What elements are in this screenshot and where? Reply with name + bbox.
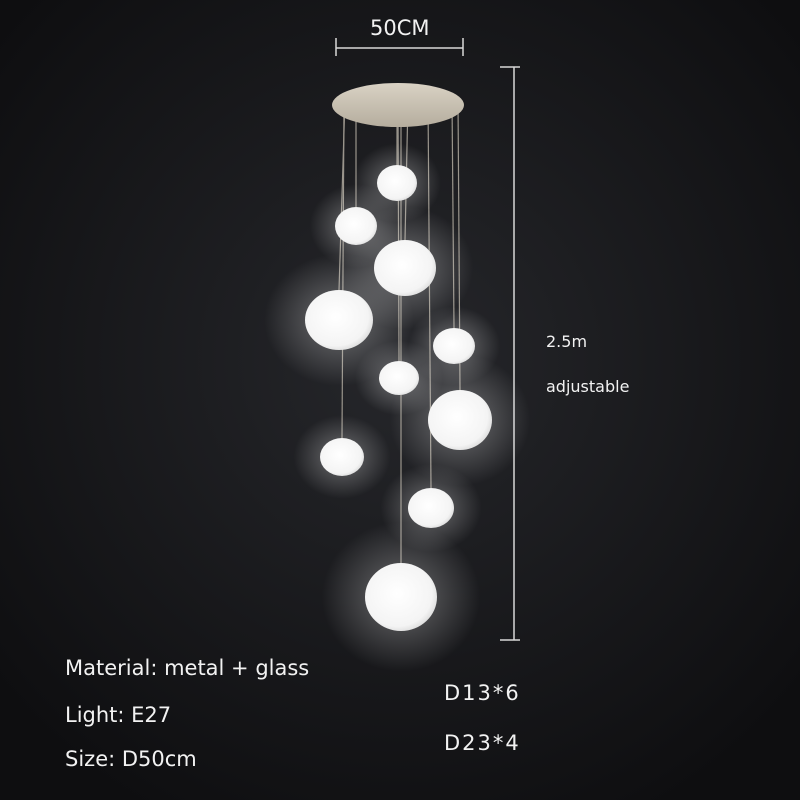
glass-globe xyxy=(305,290,373,350)
globe-size-large: D23*4 xyxy=(444,731,521,755)
glass-globe xyxy=(320,438,364,476)
glass-globe xyxy=(365,563,437,631)
glass-globe xyxy=(377,165,417,201)
height-label: 2.5m xyxy=(546,332,588,351)
spec-size: Size: D50cm xyxy=(65,747,197,771)
spec-material: Material: metal + glass xyxy=(65,656,310,680)
height-dimension-line xyxy=(500,66,520,641)
spec-light: Light: E27 xyxy=(65,703,172,727)
width-dimension-line xyxy=(335,38,464,56)
glass-globe xyxy=(428,390,492,450)
glass-globe xyxy=(408,488,454,528)
height-note: adjustable xyxy=(546,377,630,396)
glass-globes xyxy=(264,143,531,672)
ceiling-canopy xyxy=(332,83,464,127)
width-label: 50CM xyxy=(370,16,430,40)
globe-size-small: D13*6 xyxy=(444,681,521,705)
